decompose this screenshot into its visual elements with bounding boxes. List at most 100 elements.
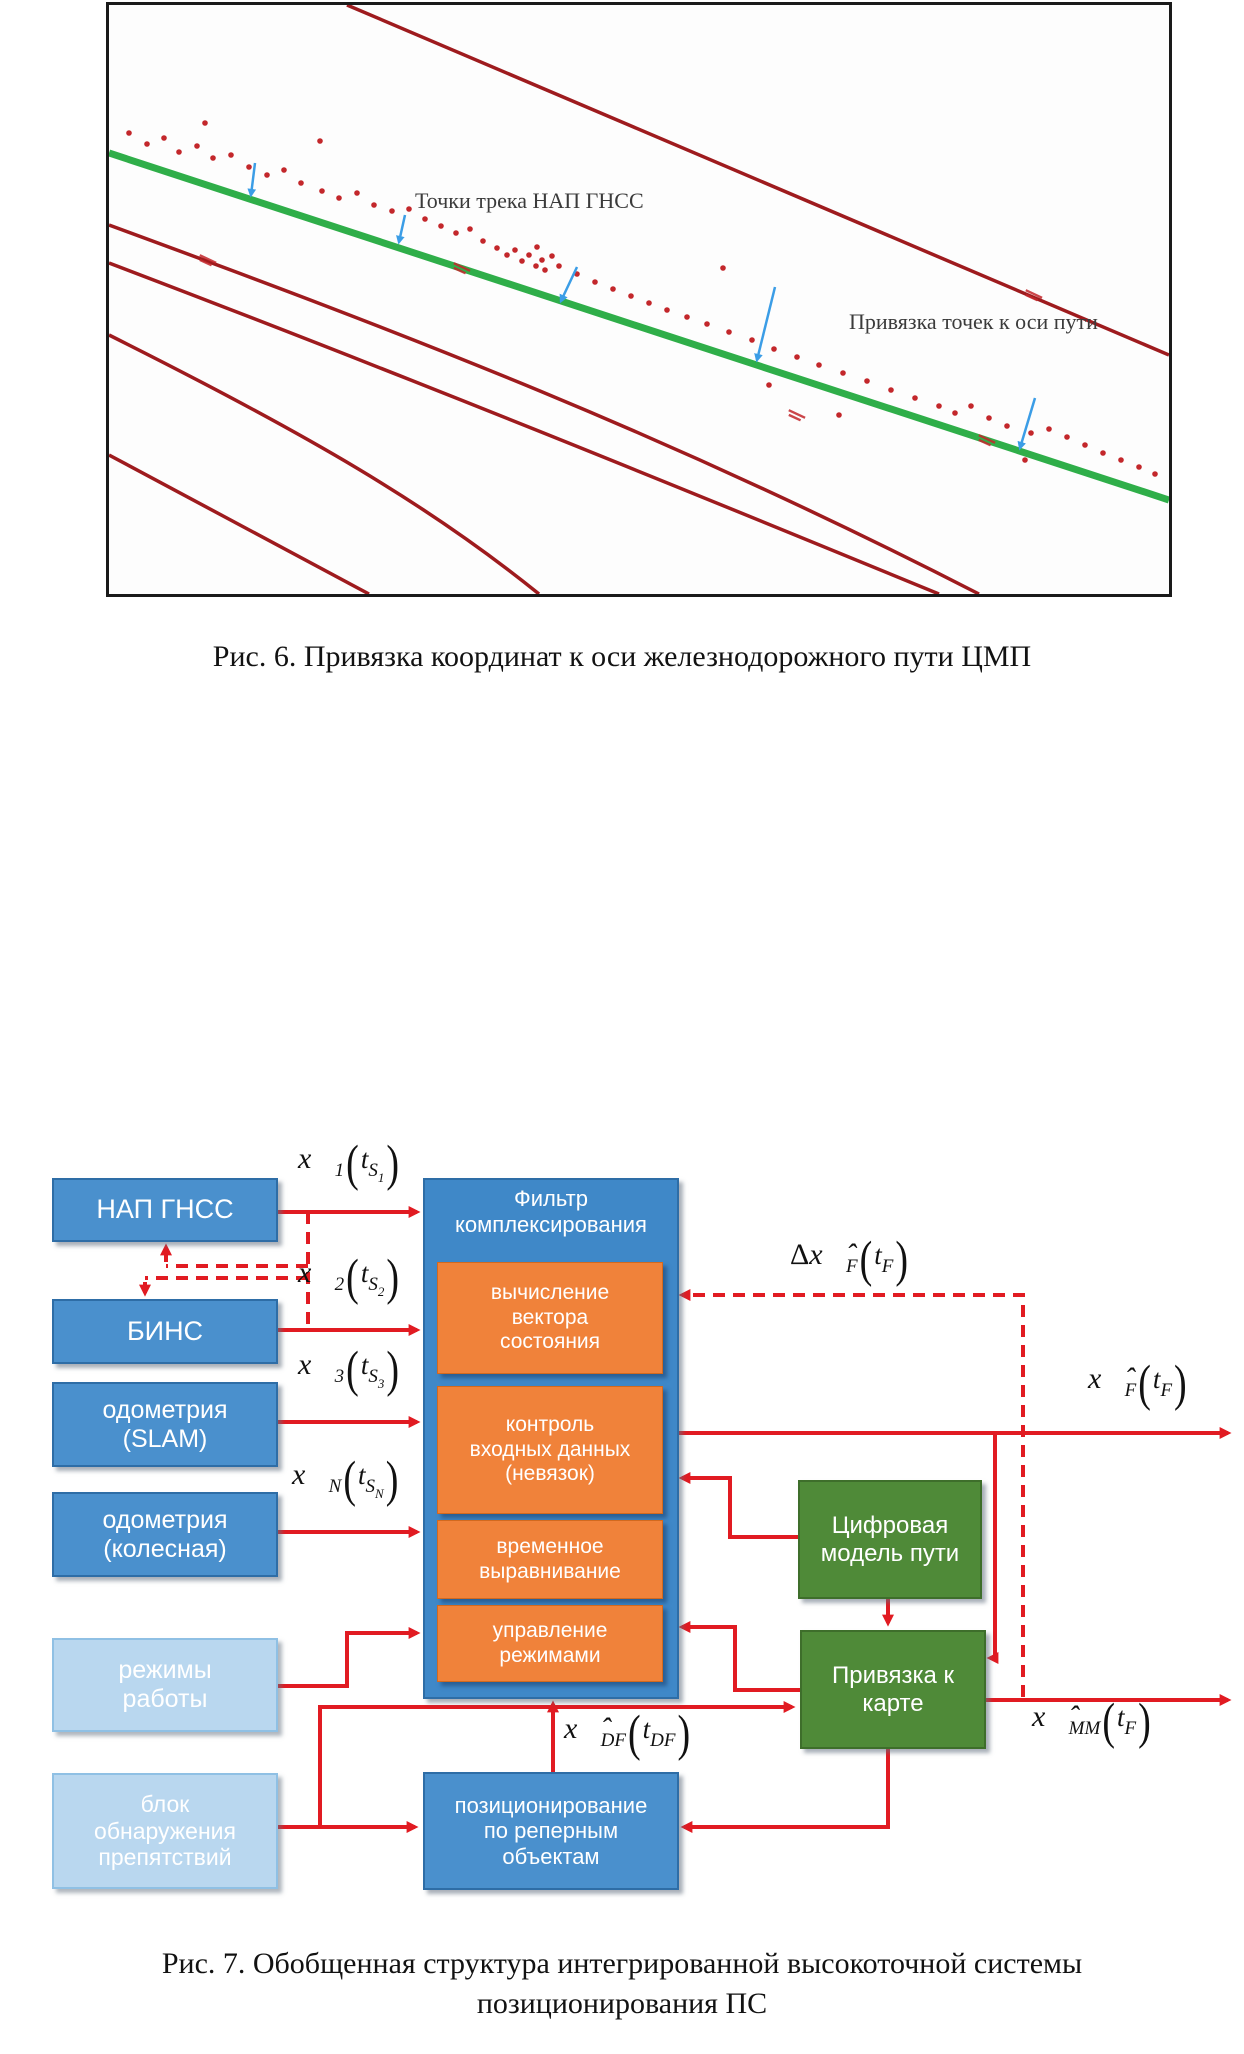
gnss-track-point bbox=[371, 202, 377, 208]
milepost-mark bbox=[453, 262, 471, 275]
gnss-track-point bbox=[480, 238, 486, 244]
gnss-track-point bbox=[246, 164, 252, 170]
block-digital-track-model: Цифровая модель пути bbox=[798, 1480, 982, 1599]
milepost-mark bbox=[788, 409, 806, 422]
gnss-track-point bbox=[519, 258, 525, 264]
gnss-track-point bbox=[542, 267, 548, 273]
gnss-track-point bbox=[264, 172, 270, 178]
block-nap-gnss: НАП ГНСС bbox=[52, 1178, 278, 1242]
gnss-track-point bbox=[1118, 457, 1124, 463]
gnss-track-point bbox=[952, 410, 958, 416]
block-time-alignment: временное выравнивание bbox=[437, 1520, 663, 1599]
signal-arrow bbox=[678, 1621, 800, 1692]
gnss-track-point bbox=[534, 244, 540, 250]
gnss-track-point bbox=[1004, 423, 1010, 429]
gnss-track-point bbox=[726, 329, 732, 335]
block-operation-modes: режимы работы bbox=[52, 1638, 278, 1732]
gnss-track-point bbox=[504, 252, 510, 258]
gnss-track-point bbox=[210, 155, 216, 161]
gnss-track-point bbox=[228, 152, 234, 158]
milepost-mark bbox=[199, 254, 217, 267]
gnss-track-point bbox=[161, 135, 167, 141]
track-line bbox=[109, 333, 541, 594]
gnss-track-point bbox=[126, 130, 132, 136]
gnss-track-point bbox=[453, 230, 459, 236]
formula-x3-ts3: x⃗3(tS3) bbox=[298, 1341, 399, 1399]
gnss-track-point bbox=[720, 265, 726, 271]
gnss-track-point bbox=[986, 415, 992, 421]
gnss-track-point bbox=[1064, 434, 1070, 440]
gnss-track-point bbox=[936, 403, 942, 409]
block-bins: БИНС bbox=[52, 1299, 278, 1364]
gnss-track-point bbox=[467, 226, 473, 232]
milepost-mark bbox=[978, 434, 996, 447]
block-state-vector-computation: вычисление вектора состояния bbox=[437, 1262, 663, 1374]
gnss-track-point bbox=[422, 216, 428, 222]
map-label: Привязка точек к оси пути bbox=[849, 309, 1098, 334]
gnss-track-point bbox=[771, 346, 777, 352]
gnss-track-point bbox=[610, 286, 616, 292]
formula-delta-xf: Δx⃗̂F(tF) bbox=[790, 1231, 908, 1289]
gnss-track-point bbox=[628, 293, 634, 299]
gnss-track-point bbox=[766, 382, 772, 388]
gnss-track-point bbox=[556, 263, 562, 269]
figure7-caption: Рис. 7. Обобщенная структура интегрирова… bbox=[161, 1947, 1083, 2020]
formula-xf-tf: x⃗̂F(tF) bbox=[1088, 1355, 1187, 1413]
binding-arrow bbox=[559, 266, 579, 304]
binding-arrow bbox=[754, 286, 777, 363]
gnss-track-point bbox=[592, 279, 598, 285]
gnss-track-point bbox=[704, 321, 710, 327]
gnss-track-point bbox=[512, 247, 518, 253]
gnss-track-point bbox=[438, 223, 444, 229]
gnss-track-point bbox=[749, 337, 755, 343]
track-line bbox=[109, 453, 370, 594]
gnss-track-point bbox=[319, 188, 325, 194]
gnss-track-point bbox=[840, 370, 846, 376]
block-input-data-control: контроль входных данных (невязок) bbox=[437, 1386, 663, 1514]
gnss-track-point bbox=[494, 245, 500, 251]
gnss-track-point bbox=[1028, 430, 1034, 436]
map-label: Точки трека НАП ГНСС bbox=[415, 188, 644, 213]
gnss-track-point bbox=[1100, 450, 1106, 456]
gnss-track-point bbox=[968, 403, 974, 409]
block-mode-control: управление режимами bbox=[437, 1605, 663, 1682]
formula-xn-tsn: x⃗N(tSN) bbox=[292, 1451, 399, 1509]
figure6-map-svg: Точки трека НАП ГНСС Привязка точек к оси… bbox=[109, 5, 1169, 594]
gnss-track-point bbox=[1046, 426, 1052, 432]
gnss-track-point bbox=[684, 314, 690, 320]
gnss-track-point bbox=[1152, 471, 1158, 477]
gnss-track-point bbox=[794, 354, 800, 360]
gnss-track-point bbox=[354, 190, 360, 196]
signal-arrow bbox=[986, 1433, 999, 1664]
signal-arrow bbox=[274, 1627, 421, 1688]
block-reference-positioning: позиционирование по реперным объектам bbox=[423, 1772, 679, 1890]
gnss-track-point bbox=[1022, 457, 1028, 463]
track-line bbox=[346, 5, 1169, 357]
formula-x1-ts1: x⃗1(tS1) bbox=[298, 1135, 399, 1193]
block-map-matching: Привязка к карте bbox=[800, 1630, 986, 1749]
gnss-track-point bbox=[533, 263, 539, 269]
gnss-track-point bbox=[389, 208, 395, 214]
gnss-track-point bbox=[406, 206, 412, 212]
gnss-track-point bbox=[912, 395, 918, 401]
gnss-track-point bbox=[549, 253, 555, 259]
block-odometry-slam: одометрия (SLAM) bbox=[52, 1382, 278, 1467]
gnss-track-point bbox=[816, 362, 822, 368]
gnss-track-point bbox=[646, 300, 652, 306]
milepost-mark bbox=[1025, 289, 1043, 302]
track-line bbox=[109, 261, 940, 594]
gnss-track-point bbox=[336, 195, 342, 201]
figure6-map-frame: Точки трека НАП ГНСС Привязка точек к оси… bbox=[106, 2, 1172, 597]
gnss-track-point bbox=[539, 257, 545, 263]
gnss-track-point bbox=[888, 387, 894, 393]
gnss-track-point bbox=[202, 120, 208, 126]
gnss-track-point bbox=[144, 141, 150, 147]
figure6-caption: Рис. 6. Привязка координат к оси железно… bbox=[212, 640, 1032, 673]
block-obstacle-detection: блок обнаружения препятствий bbox=[52, 1773, 278, 1889]
gnss-track-point bbox=[526, 252, 532, 258]
gnss-track-point bbox=[194, 143, 200, 149]
formula-xmm-tf: x⃗̂MM(tF) bbox=[1032, 1693, 1151, 1751]
gnss-track-point bbox=[281, 167, 287, 173]
signal-arrow bbox=[678, 1472, 798, 1539]
